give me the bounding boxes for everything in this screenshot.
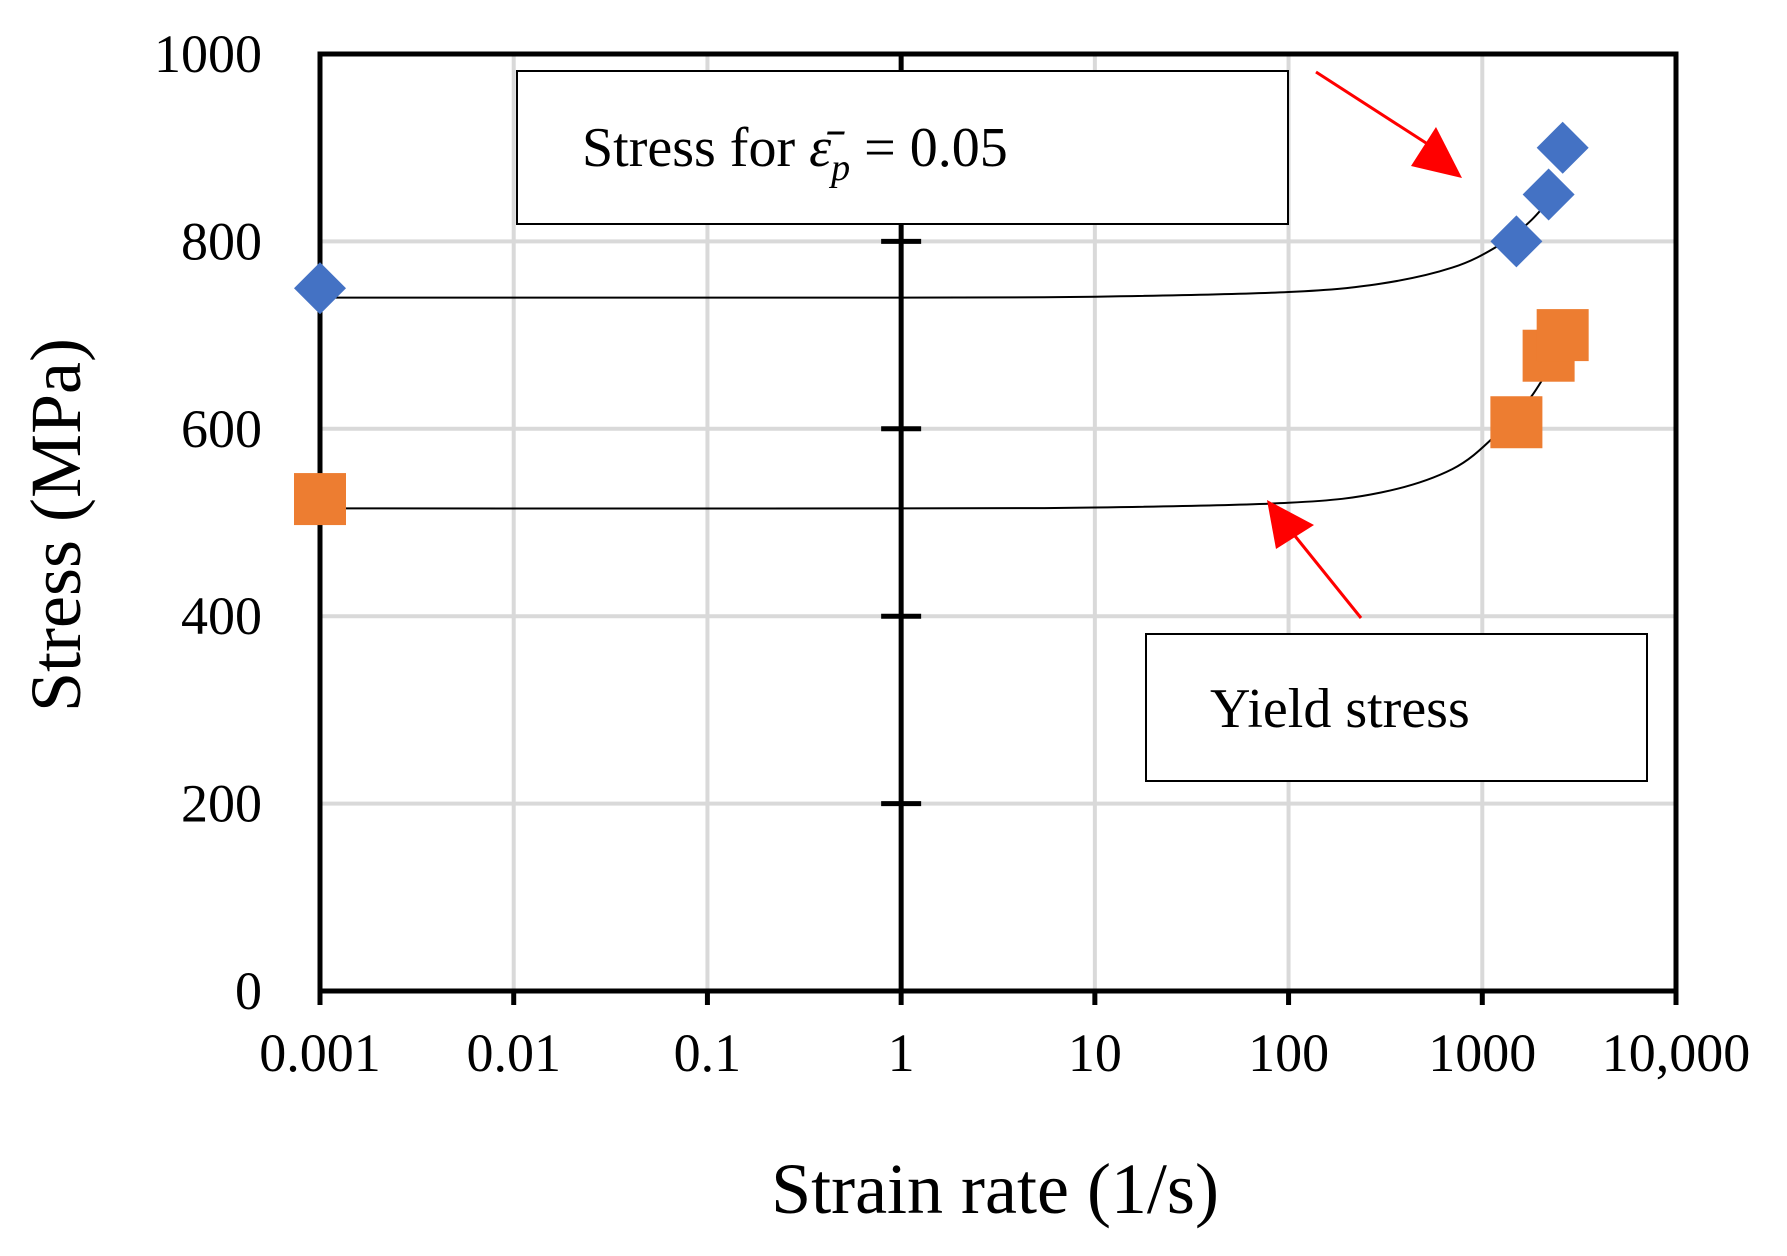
yield-annotation-label: Yield stress — [1210, 678, 1470, 740]
yield-point — [1536, 309, 1589, 362]
yield-annotation: Yield stress — [1145, 500, 1648, 782]
x-tick-label: 100 — [1248, 1023, 1329, 1083]
x-tick-label: 10,000 — [1602, 1023, 1751, 1083]
x-tick-label: 10 — [1068, 1023, 1122, 1083]
yield-point — [1490, 396, 1543, 449]
stress-point — [294, 262, 346, 315]
x-tick-label: 1 — [888, 1023, 915, 1083]
y-tick-labels: 0 200 400 600 800 1000 — [154, 24, 262, 1021]
x-tick-label: 0.1 — [674, 1023, 742, 1083]
stress-annotation: Stress for ε̄p = 0.05 — [516, 70, 1462, 225]
yield-annotation-arrow-head — [1267, 500, 1314, 549]
trend-line-yield — [319, 343, 1564, 510]
x-tick-label: 1000 — [1428, 1023, 1536, 1083]
yield-annotation-box — [1145, 633, 1648, 782]
y-tick-label: 1000 — [154, 24, 262, 84]
stress-point — [1490, 215, 1543, 268]
stress-point — [1522, 168, 1575, 221]
yield-annotation-arrow-shaft — [1293, 535, 1363, 619]
stress-annotation-arrow-shaft — [1315, 70, 1441, 154]
stress-point — [1536, 121, 1589, 174]
y-tick-label: 600 — [181, 399, 262, 459]
x-tick-labels: 0.001 0.01 0.1 1 10 100 1000 10,000 — [259, 1023, 1750, 1083]
trend-lines — [319, 182, 1564, 510]
y-tick-label: 800 — [181, 211, 262, 271]
yield-point — [294, 473, 346, 526]
y-tick-label: 0 — [235, 961, 262, 1021]
y-tick-label: 400 — [181, 586, 262, 646]
y-axis-title: Stress (MPa) — [16, 338, 96, 712]
x-axis-title: Strain rate (1/s) — [771, 1149, 1219, 1229]
stress-annotation-arrow-head — [1411, 127, 1462, 178]
x-tick-label: 0.01 — [466, 1023, 561, 1083]
x-tick-label: 0.001 — [259, 1023, 381, 1083]
data-points — [294, 121, 1589, 526]
stress-annotation-label: Stress for ε̄p = 0.05 — [582, 117, 1008, 189]
stress-annotation-box — [516, 70, 1289, 225]
y-tick-label: 200 — [181, 774, 262, 834]
